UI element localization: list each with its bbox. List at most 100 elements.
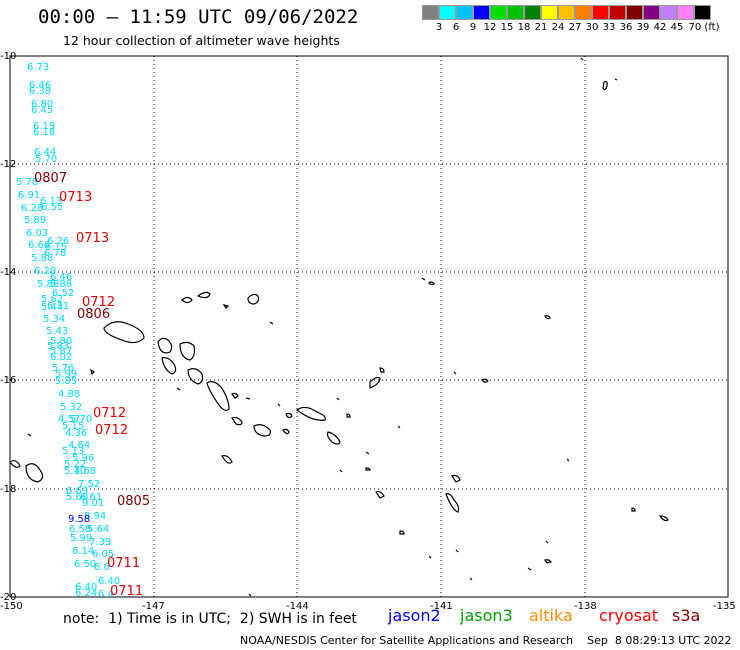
island (481, 378, 489, 383)
colorbar-label: 27 (568, 22, 582, 33)
colorbar-swatch (626, 5, 643, 20)
island (421, 277, 426, 281)
credit-line: NOAA/NESDIS Center for Satellite Applica… (240, 634, 732, 647)
colorbar-swatch (609, 5, 626, 20)
lon-label: -144 (286, 601, 309, 612)
island (580, 57, 584, 61)
colorbar-swatch (456, 5, 473, 20)
island (9, 460, 21, 468)
legend-altika: altika (529, 606, 573, 625)
island (614, 78, 618, 81)
colorbar-label: 42 (653, 22, 667, 33)
map-title: 00:00 – 11:59 UTC 09/06/2022 (38, 6, 359, 28)
colorbar-label: 24 (551, 22, 565, 33)
island (247, 293, 260, 305)
island (176, 387, 181, 391)
colorbar-swatch (473, 5, 490, 20)
colorbar-swatch (541, 5, 558, 20)
colorbar-label: 45 (670, 22, 684, 33)
island (545, 540, 549, 544)
colorbar-swatch (558, 5, 575, 20)
island (248, 593, 252, 597)
wave-height-value: 5.13 (62, 446, 84, 457)
colorbar-swatch (660, 5, 677, 20)
colorbar-swatch (490, 5, 507, 20)
wave-height-value: 5.22 (64, 459, 86, 470)
wave-height-value: 5.60 (66, 492, 88, 503)
colorbar-swatch (677, 5, 694, 20)
island (428, 555, 432, 559)
colorbar-label: 39 (636, 22, 650, 33)
island (455, 549, 459, 553)
island (25, 463, 44, 483)
island (187, 368, 204, 385)
colorbar-label: 36 (619, 22, 633, 33)
wave-height-value: 6.61 (80, 492, 102, 503)
island (277, 403, 281, 407)
wave-height-value: 6.80 (31, 99, 53, 110)
wave-height-value: 6.38 (29, 86, 51, 97)
island (253, 424, 271, 437)
colorbar-swatch (592, 5, 609, 20)
wave-height-value: 4.36 (65, 428, 87, 439)
island (365, 467, 371, 471)
island (527, 567, 532, 571)
wave-height-value: 5.70 (35, 154, 57, 165)
wave-height-value: 5.43 (46, 326, 68, 337)
legend-jason3: jason3 (460, 606, 513, 625)
wave-height-value: 4.57 (58, 414, 80, 425)
colorbar-label: 6 (452, 22, 460, 33)
wave-height-value: 5.80 (50, 336, 72, 347)
wave-height-value: 6.14 (72, 546, 94, 557)
wave-height-value: 6.26 (47, 236, 69, 247)
island (399, 530, 405, 535)
island (631, 507, 636, 512)
wave-height-value: 5.88 (31, 253, 53, 264)
pass-time-label: 0805 (117, 494, 150, 509)
wave-height-value: 6.50 (74, 559, 96, 570)
map-frame (9, 55, 729, 598)
wave-height-value: 5.32 (60, 402, 82, 413)
island (161, 357, 177, 375)
wave-height-value: 5.76 (52, 363, 74, 374)
wave-height-value: 5.78 (16, 177, 38, 188)
island (179, 341, 196, 361)
island (295, 406, 326, 421)
colorbar-swatch (524, 5, 541, 20)
wave-height-value: 6.03 (26, 228, 48, 239)
wave-height-value: 6.46 (50, 272, 72, 283)
wave-height-value: 6.69 (66, 486, 88, 497)
island (566, 458, 570, 462)
wave-height-value: 8.94 (84, 511, 106, 522)
wave-height-value: 6.73 (27, 62, 49, 73)
wave-height-value: 5.88 (37, 279, 59, 290)
wave-height-value: 6.46 (29, 80, 51, 91)
island (365, 451, 370, 455)
wave-height-value: 6.40 (98, 576, 120, 587)
graticule (10, 56, 728, 597)
wave-height-value: 9.58 (68, 514, 90, 525)
island (326, 431, 341, 445)
wave-height-value: 5.87 (50, 346, 72, 357)
island (222, 304, 230, 309)
wave-height-value: 5.15 (62, 421, 84, 432)
colorbar-swatch (694, 5, 711, 20)
lat-label: -14 (0, 267, 17, 278)
legend-jason2: jason2 (388, 606, 441, 625)
wave-height-value: 5.99 (55, 369, 77, 380)
colorbar-swatch (575, 5, 592, 20)
colorbar-label: 3 (435, 22, 443, 33)
lat-label: -16 (0, 375, 17, 386)
lon-label: -138 (574, 601, 597, 612)
island-outlines (9, 57, 669, 597)
island (90, 368, 95, 376)
wave-height-value: 5.83 (47, 341, 69, 352)
colorbar-label: 33 (602, 22, 616, 33)
pass-time-label: 0807 (34, 171, 67, 186)
legend-cryosat: cryosat (599, 606, 659, 625)
island (369, 376, 381, 389)
wave-height-value: 5.99 (70, 533, 92, 544)
pass-time-label: 0711 (110, 584, 143, 599)
wave-height-value: 6.66 (28, 240, 50, 251)
